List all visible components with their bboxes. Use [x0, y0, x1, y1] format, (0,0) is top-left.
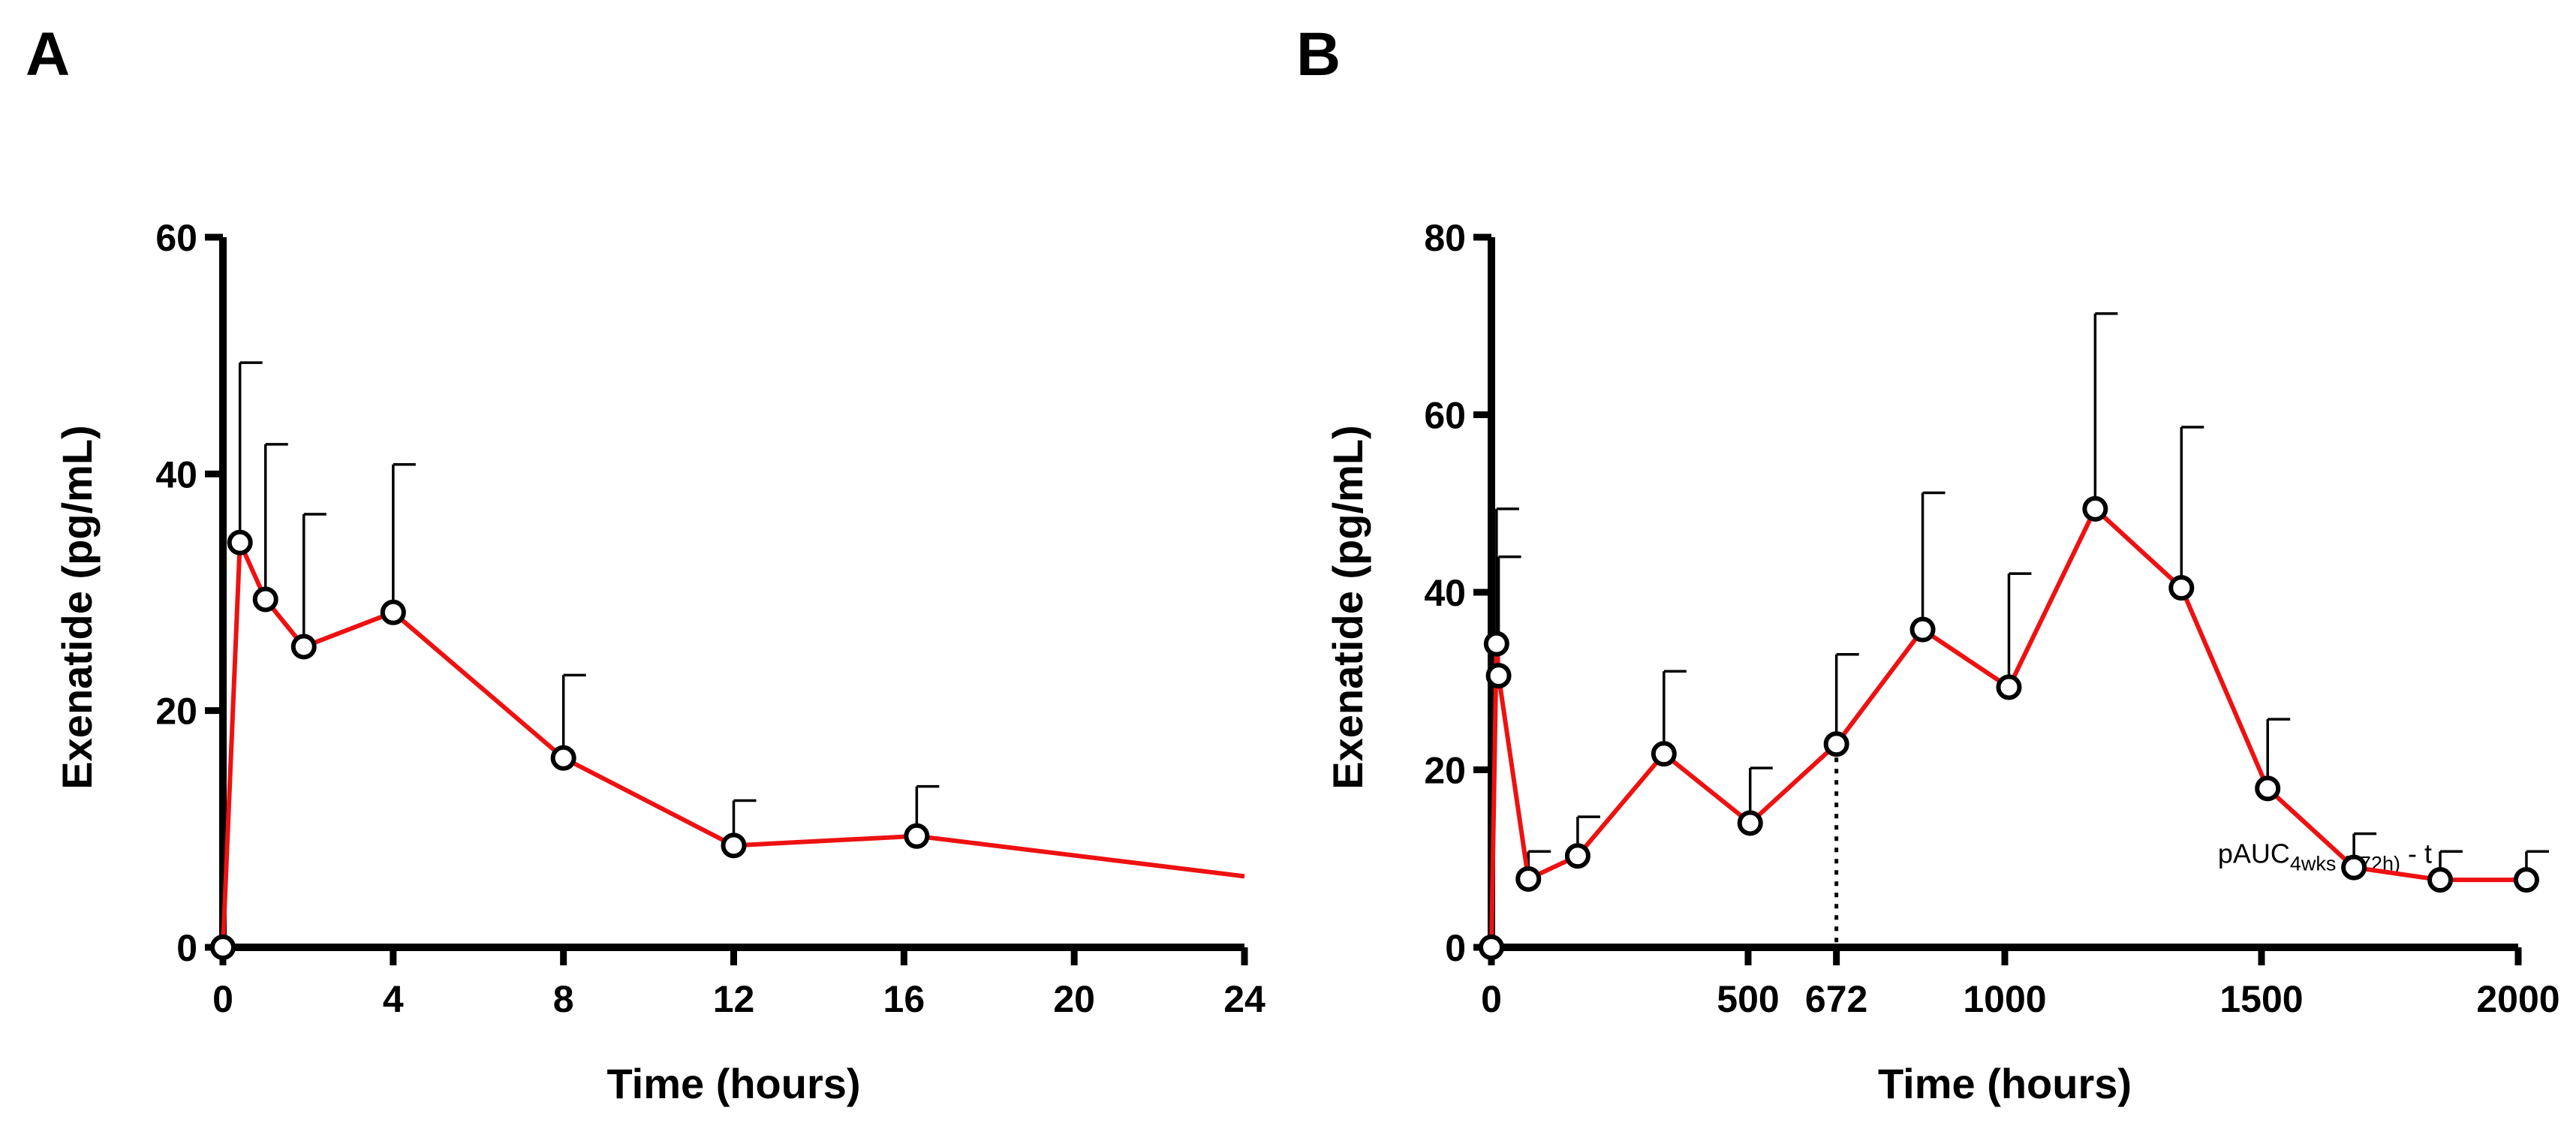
panel-a-x-axis-title: Time (hours) [606, 1060, 860, 1107]
pauc-suffix: - t [2400, 838, 2432, 869]
panel-a-data-point [904, 823, 930, 849]
panel-b-data-point [1909, 616, 1936, 643]
panel-b-data-point [1515, 866, 1542, 892]
panel-a-data-point [210, 935, 236, 960]
panel-a-y-tick-label: 0 [176, 927, 197, 969]
panel-b-data-point [2255, 775, 2281, 802]
panel-b-data-point [2082, 495, 2108, 522]
panel-b-y-tick-label: 0 [1445, 927, 1466, 969]
panel-b-x-tick-label: 2000 [2476, 978, 2559, 1020]
panel-b-data-point [1479, 935, 1504, 960]
panel-a-x-tick-label: 20 [1053, 978, 1095, 1020]
panel-b-y-tick-label: 40 [1424, 572, 1466, 614]
panel-b-data-point [2513, 867, 2539, 893]
panel-b-y-axis-title: Exenatide (pg/mL) [1324, 425, 1371, 789]
panel-a-x-tick-label: 8 [553, 978, 574, 1020]
panel-a-x-tick-label: 16 [883, 978, 925, 1020]
panel-b-data-point [1737, 810, 1763, 836]
panel-b-x-tick-label: 0 [1481, 978, 1502, 1020]
panel-b-x-tick-label: 1000 [1963, 978, 2046, 1020]
panel-label-b: B [1296, 20, 1341, 89]
panel-label-a: A [26, 20, 70, 89]
pauc-main: pAUC [2218, 838, 2290, 869]
panel-b-y-tick-label: 60 [1424, 395, 1466, 437]
panel-a-chart: Time (hours) Exenatide (pg/mL) 0 20 40 60 0 4… [53, 217, 1265, 1107]
panel-b-data-point [1996, 674, 2022, 700]
panel-b-data-point [1485, 663, 1512, 689]
panel-b-data-point [1651, 741, 1677, 767]
panel-a-data-point [227, 529, 253, 555]
panel-a-x-tick-label: 24 [1223, 978, 1265, 1020]
panel-a-x-tick-label: 12 [713, 978, 755, 1020]
panel-b-series-line [1489, 506, 2526, 948]
panel-b-x-tick-label: 672 [1805, 978, 1867, 1020]
panel-a-x-tick-label: 4 [383, 978, 404, 1020]
panel-b-x-tick-label: 1500 [2219, 978, 2303, 1020]
panel-a-data-point [550, 745, 576, 771]
panel-a-data-point [290, 634, 317, 660]
panel-a-x-tick-label: 0 [212, 978, 233, 1020]
panel-a-y-tick-label: 60 [155, 217, 197, 259]
panel-b-x-tick-label: 500 [1717, 978, 1779, 1020]
panel-a-y-axis-title: Exenatide (pg/mL) [53, 425, 101, 789]
panel-a-data-point [721, 832, 747, 859]
panel-b-data-point [2427, 867, 2454, 893]
panel-b-data-point [2168, 575, 2195, 601]
panel-b-data-point [2341, 854, 2367, 881]
panel-b-data-point [1564, 843, 1590, 869]
panel-b-data-point [1483, 631, 1509, 657]
panel-b-y-tick-label: 80 [1424, 217, 1466, 259]
panel-b-pauc-annotation: pAUC4wks (672h) - t [2218, 838, 2432, 875]
panel-b-chart: Time (hours) Exenatide (pg/mL) pAUC4wks … [1324, 217, 2560, 1107]
panel-a-data-point [252, 586, 278, 613]
panel-a-data-point [380, 599, 406, 625]
panel-b-y-tick-label: 20 [1424, 750, 1466, 792]
panel-a-series-line [221, 540, 1245, 948]
panel-a-y-tick-label: 40 [155, 453, 197, 495]
panel-b-data-point [1823, 731, 1849, 757]
panel-a-y-tick-label: 20 [155, 691, 197, 733]
panel-b-x-axis-title: Time (hours) [1878, 1060, 2132, 1107]
